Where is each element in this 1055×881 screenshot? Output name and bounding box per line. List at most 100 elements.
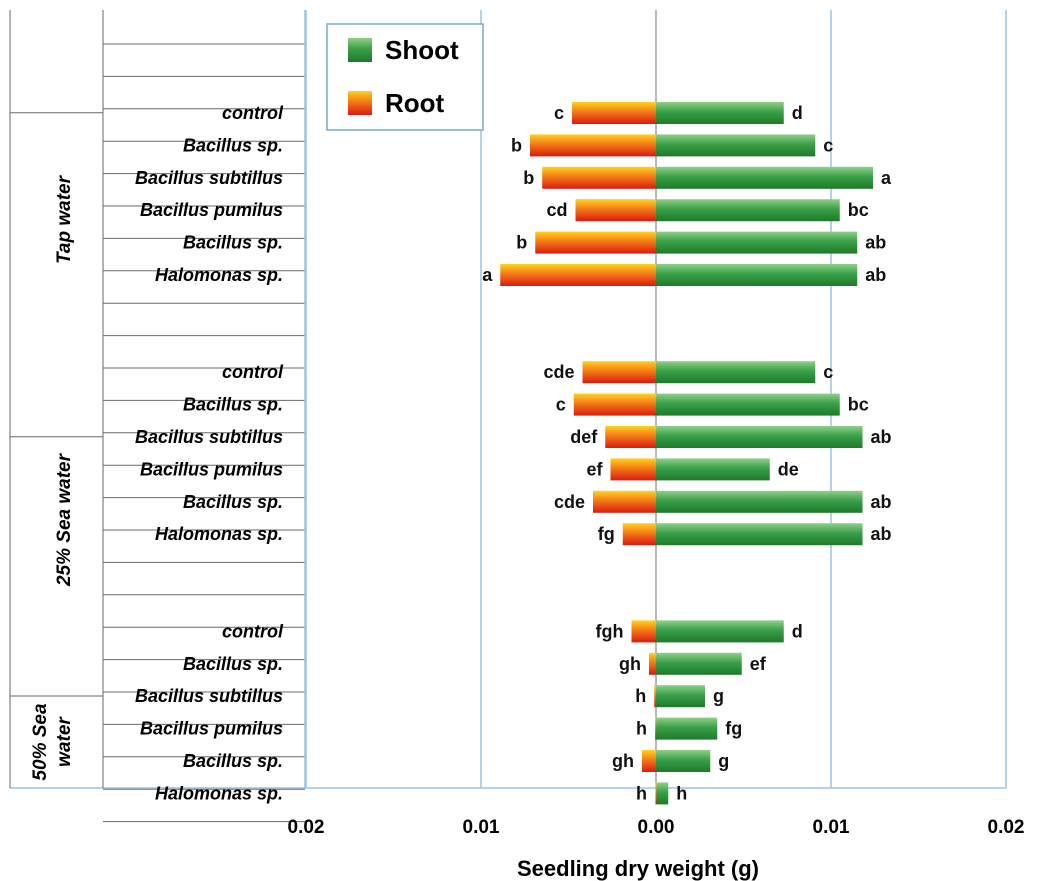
shoot-letter: a — [881, 168, 892, 188]
x-tick-label: 0.02 — [988, 817, 1025, 838]
legend-label: Shoot — [385, 35, 459, 65]
root-letter: def — [570, 427, 598, 447]
category-labels: control Bacillus sp. Bacillus subtillus Bac… — [135, 103, 284, 803]
root-letter: cde — [554, 492, 585, 512]
root-bar — [649, 652, 656, 675]
category-label: Bacillus sp. — [183, 395, 283, 415]
shoot-letter: bc — [848, 395, 869, 415]
root-bar — [542, 166, 656, 189]
shoot-letter: ef — [750, 654, 767, 674]
category-label: Bacillus sp. — [183, 233, 283, 253]
shoot-letter: d — [792, 103, 803, 123]
root-letter: b — [516, 233, 527, 253]
root-bar — [582, 361, 656, 384]
x-tick-label: 0.00 — [638, 817, 675, 838]
x-tick-label: 0.02 — [288, 817, 325, 838]
category-label: Bacillus pumilus — [140, 200, 283, 220]
shoot-bar — [656, 231, 858, 254]
root-bar — [655, 782, 657, 805]
shoot-letter: h — [676, 783, 687, 803]
shoot-letter: ab — [871, 524, 892, 544]
shoot-bar — [656, 134, 816, 157]
root-letter: h — [635, 686, 646, 706]
root-letter: ef — [586, 459, 603, 479]
x-tick-label: 0.01 — [463, 817, 500, 838]
shoot-letter: ab — [865, 233, 886, 253]
shoot-bar — [656, 620, 784, 643]
shoot-letter: fg — [725, 719, 742, 739]
shoot-letter: de — [778, 459, 799, 479]
shoot-bar — [656, 393, 840, 416]
root-letter: a — [482, 265, 493, 285]
category-label: Bacillus sp. — [183, 135, 283, 155]
root-letter: c — [554, 103, 564, 123]
root-bar — [500, 264, 656, 286]
root-bar — [575, 199, 656, 222]
legend-label: Root — [385, 88, 445, 118]
category-label: Bacillus subtillus — [135, 168, 283, 188]
root-bar — [535, 231, 656, 254]
root-letter: c — [556, 395, 566, 415]
significance-letters: dccbabbccdabbabaccdebccabdefdeefabcdeabf… — [482, 103, 892, 803]
root-bar — [573, 393, 656, 416]
root-bar — [655, 717, 657, 740]
shoot-bar — [656, 652, 742, 675]
x-axis-ticks: 0.02 0.01 0.00 0.01 0.02 — [288, 817, 1025, 838]
category-label: Bacillus subtillus — [135, 686, 283, 706]
shoot-bar — [656, 717, 718, 740]
category-label: Bacillus subtillus — [135, 427, 283, 447]
root-bar — [605, 426, 656, 448]
category-label: Bacillus sp. — [183, 492, 283, 512]
shoot-letter: bc — [848, 200, 869, 220]
shoot-letter: d — [792, 621, 803, 641]
x-axis-label: Seedling dry weight (g) — [517, 856, 759, 881]
category-label: Bacillus pumilus — [140, 719, 283, 739]
root-bar — [530, 134, 656, 157]
shoot-letter: ab — [865, 265, 886, 285]
shoot-bar — [656, 361, 816, 384]
legend-swatch-shoot — [348, 38, 372, 62]
category-label: control — [222, 103, 284, 123]
root-bar — [654, 685, 656, 708]
root-bar — [622, 523, 656, 546]
group-label: Tap water — [54, 174, 75, 264]
shoot-bar — [656, 264, 858, 286]
shoot-bar — [656, 490, 863, 513]
root-letter: h — [636, 719, 647, 739]
shoot-bar — [656, 685, 705, 708]
shoot-letter: c — [823, 362, 833, 382]
root-bar — [572, 102, 656, 124]
shoot-bar — [656, 750, 711, 772]
shoot-bar — [656, 782, 669, 805]
shoot-bar — [656, 426, 863, 448]
root-bar — [642, 750, 656, 772]
root-bar — [610, 458, 656, 481]
shoot-letter: c — [823, 135, 833, 155]
root-letter: gh — [612, 751, 634, 771]
root-letter: cd — [546, 200, 567, 220]
shoot-letter: g — [718, 751, 729, 771]
category-label: Bacillus sp. — [183, 751, 283, 771]
category-label: Halomonas sp. — [155, 783, 283, 803]
root-letter: fgh — [596, 621, 624, 641]
group-label: 25% Sea water — [54, 452, 75, 587]
category-label: Halomonas sp. — [155, 265, 283, 285]
category-label: Halomonas sp. — [155, 524, 283, 544]
shoot-bar — [656, 166, 873, 189]
x-tick-label: 0.01 — [813, 817, 850, 838]
legend-swatch-root — [348, 91, 372, 115]
root-letter: b — [511, 135, 522, 155]
category-label: control — [222, 362, 284, 382]
category-label: control — [222, 621, 284, 641]
root-letter: b — [523, 168, 534, 188]
shoot-letter: ab — [871, 492, 892, 512]
shoot-bar — [656, 199, 840, 222]
shoot-letter: ab — [871, 427, 892, 447]
root-letter: cde — [543, 362, 574, 382]
shoot-bar — [656, 102, 784, 124]
root-letter: gh — [619, 654, 641, 674]
group-label: 50% Sea water — [30, 703, 75, 781]
shoot-bar — [656, 458, 770, 481]
shoot-bar — [656, 523, 863, 546]
